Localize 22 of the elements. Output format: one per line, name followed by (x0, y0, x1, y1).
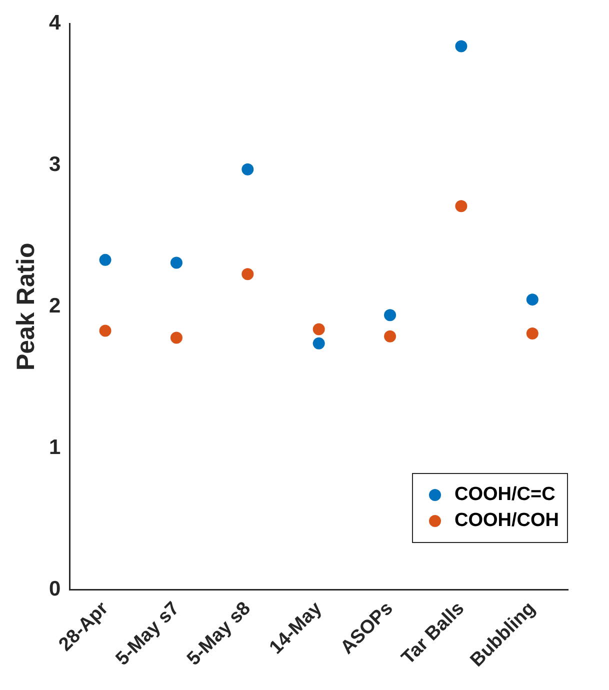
point (526, 294, 538, 306)
point (170, 256, 182, 269)
legend-label: COOH/COH (454, 510, 559, 532)
point (384, 330, 396, 342)
point (455, 40, 468, 52)
point (242, 268, 254, 280)
point (384, 309, 396, 322)
point (99, 254, 112, 266)
legend-label: COOH/C=C (454, 484, 556, 506)
point (99, 324, 112, 337)
point (526, 328, 538, 340)
y-tick-label: 0 (48, 577, 61, 600)
y-axis-title: Peak Ratio (12, 242, 40, 371)
y-tick-label: 4 (48, 11, 61, 34)
point (455, 200, 468, 212)
y-tick-label: 2 (48, 294, 61, 318)
point (312, 337, 325, 350)
point (242, 163, 254, 176)
point (170, 332, 182, 344)
point (312, 323, 325, 336)
y-tick-label: 3 (48, 152, 61, 176)
y-tick-label: 1 (48, 436, 61, 459)
